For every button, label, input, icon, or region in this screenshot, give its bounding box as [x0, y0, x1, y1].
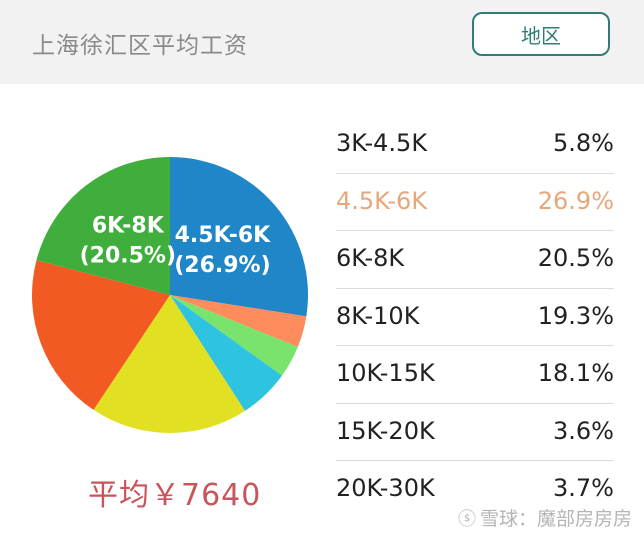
salary-range-percent: 26.9%: [537, 186, 614, 215]
table-row: 4.5K-6K 26.9%: [336, 174, 614, 231]
pie-slice-10k-15k: [93, 295, 245, 433]
salary-range-label: 8K-10K: [336, 301, 420, 330]
salary-range-label: 6K-8K: [336, 244, 405, 272]
header-bar: 上海徐汇区平均工资 地区: [0, 0, 644, 84]
watermark: ⓢ 雪球：魔部房房房: [458, 504, 632, 531]
pie-slice-8k-10k: [32, 260, 170, 410]
slice-label: (20.5%): [80, 243, 176, 268]
page-title: 上海徐汇区平均工资: [32, 33, 248, 59]
pie-slice-15k-20k: [170, 295, 307, 348]
slice-label: (26.9%): [174, 253, 270, 278]
salary-range-percent: 5.8%: [553, 129, 614, 157]
salary-range-percent: 18.1%: [537, 359, 614, 387]
salary-range-label: 3K-4.5K: [336, 129, 428, 157]
region-button[interactable]: 地区: [472, 12, 610, 56]
table-row: 20K-30K 3.7%: [336, 461, 614, 518]
pie-slice-3k-4_5k: [170, 295, 282, 411]
salary-range-label: 20K-30K: [336, 474, 435, 502]
watermark-text: 雪球：魔部房房房: [479, 508, 632, 530]
table-row: 6K-8K 20.5%: [336, 231, 614, 289]
salary-range-percent: 20.5%: [537, 244, 614, 272]
salary-range-percent: 3.6%: [553, 416, 614, 445]
table-row: 15K-20K 3.6%: [336, 404, 614, 461]
salary-pie-chart: 4.5K-6K (26.9%) 6K-8K (20.5%): [32, 157, 308, 433]
table-row: 3K-4.5K 5.8%: [336, 116, 614, 174]
salary-range-label: 4.5K-6K: [336, 186, 428, 215]
pie-slice-20k-30k: [170, 295, 298, 376]
table-row: 8K-10K 19.3%: [336, 289, 614, 346]
salary-range-label: 15K-20K: [336, 416, 435, 445]
salary-table: 3K-4.5K 5.8% 4.5K-6K 26.9% 6K-8K 20.5% 8K-10K 1…: [336, 116, 614, 518]
salary-range-label: 10K-15K: [336, 359, 435, 387]
average-salary: 平均￥7640: [88, 478, 262, 513]
slice-label: 4.5K-6K: [175, 223, 272, 248]
slice-label: 6K-8K: [92, 213, 165, 238]
snowball-logo-icon: ⓢ: [457, 508, 476, 530]
pie-slice-4_5k-6k: [170, 157, 308, 317]
salary-range-percent: 3.7%: [553, 474, 614, 502]
table-row: 10K-15K 18.1%: [336, 346, 614, 404]
pie-slice-6k-8k: [36, 157, 171, 295]
salary-range-percent: 19.3%: [537, 301, 614, 330]
